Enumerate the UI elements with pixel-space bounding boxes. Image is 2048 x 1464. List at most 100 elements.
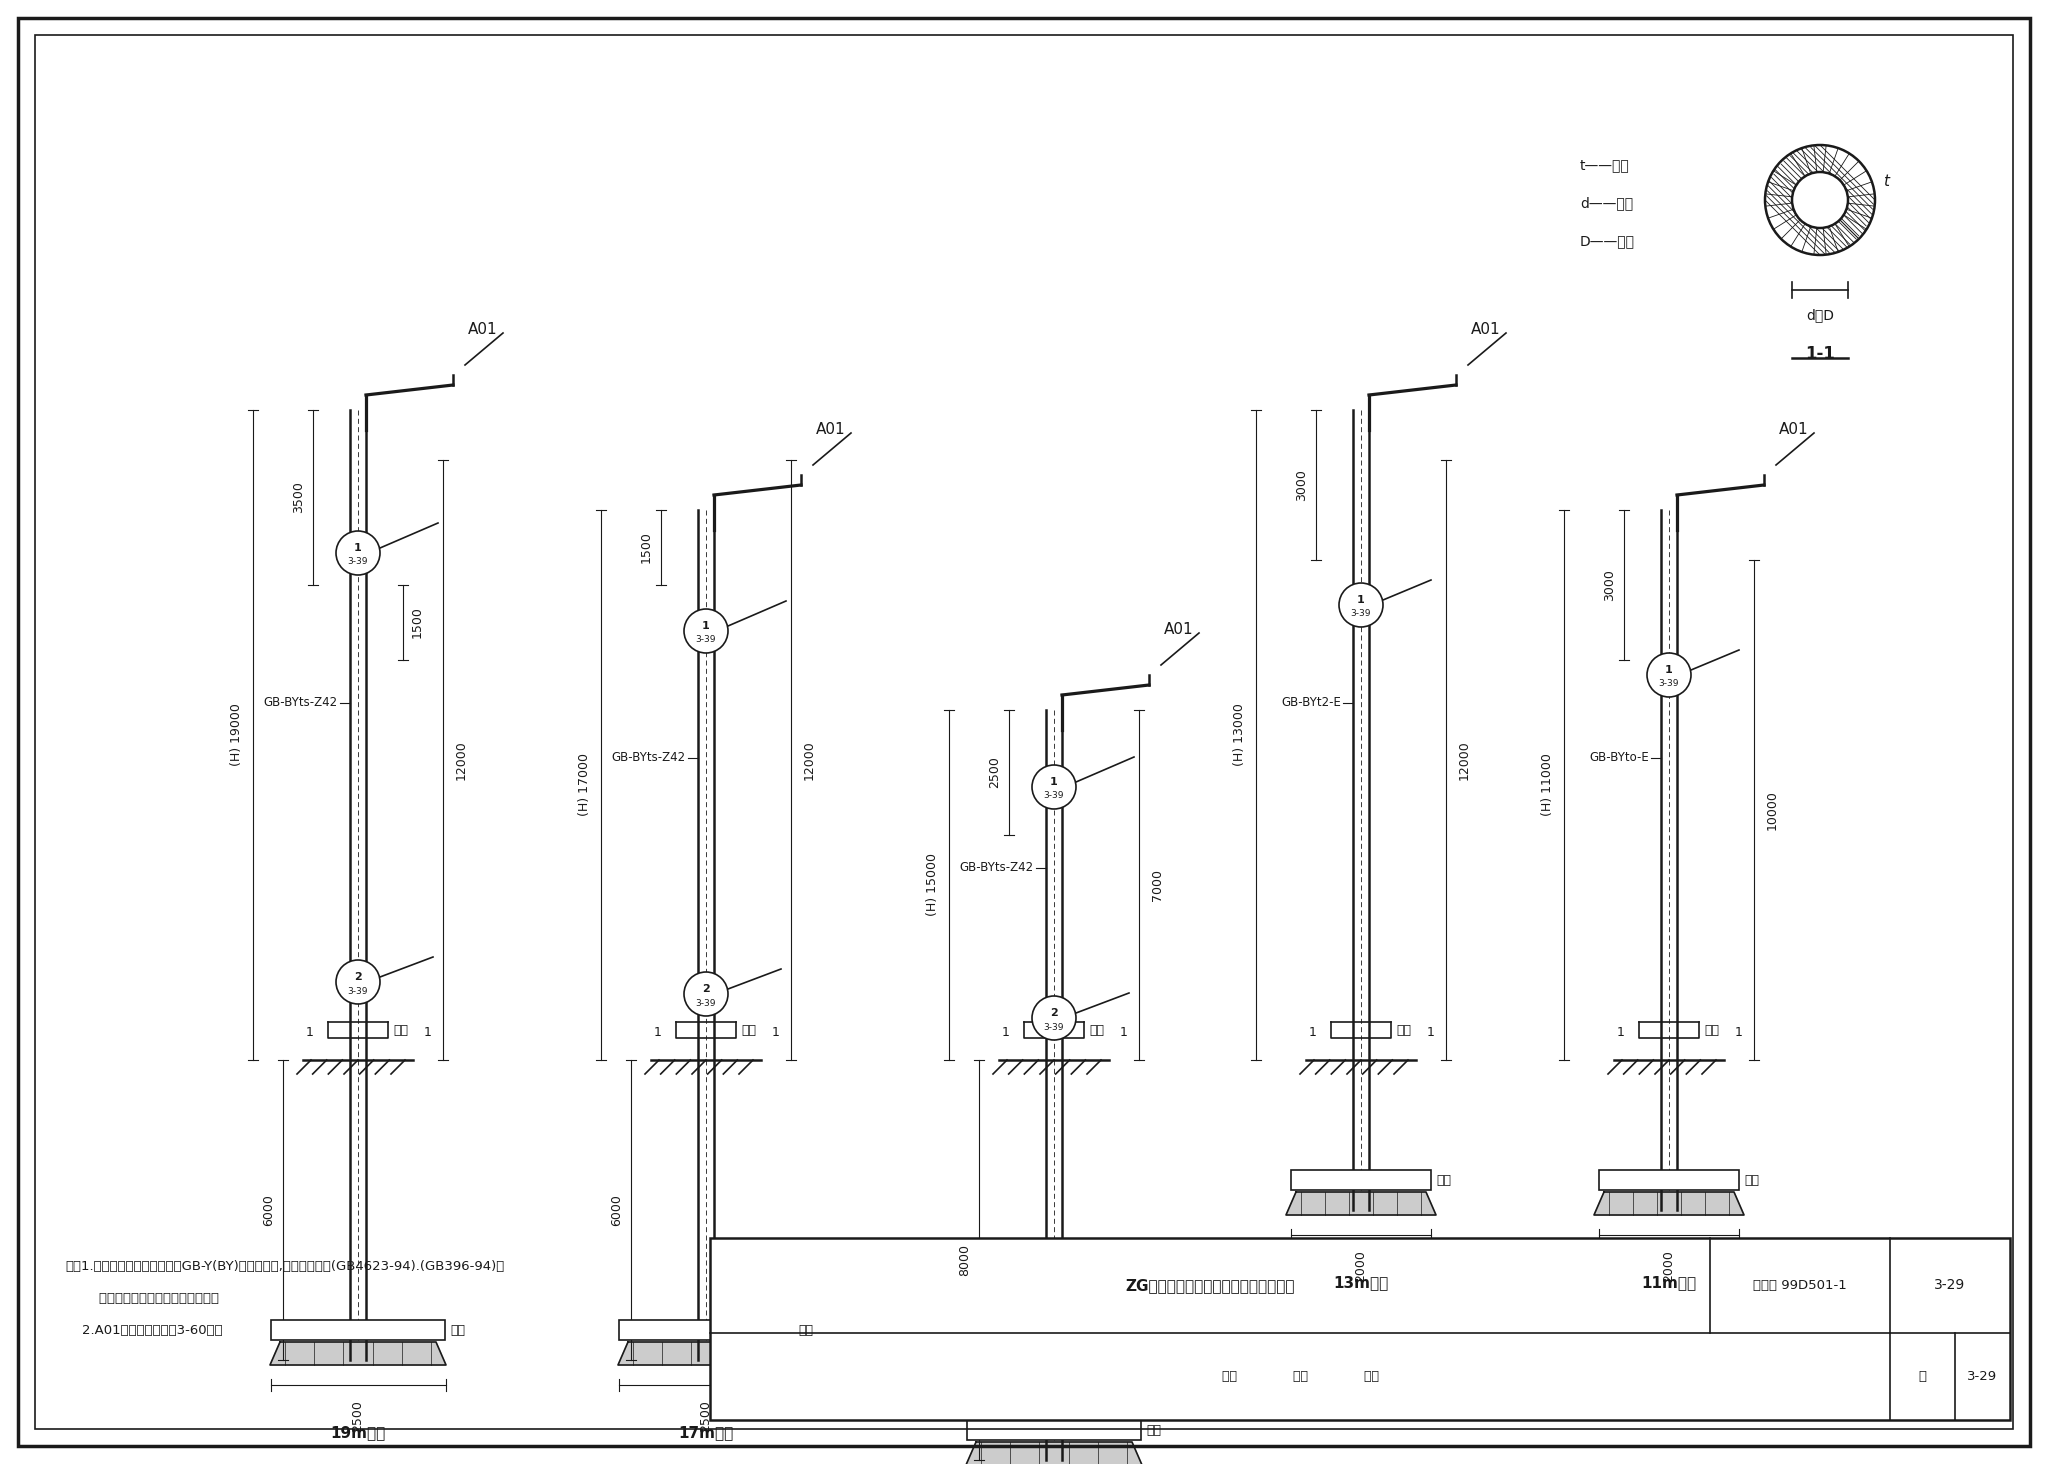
Text: A01: A01: [1163, 622, 1194, 637]
Circle shape: [1647, 653, 1692, 697]
Text: 3-29: 3-29: [1935, 1278, 1966, 1293]
Text: 1: 1: [1001, 1026, 1010, 1039]
Text: 卡盘: 卡盘: [741, 1023, 756, 1037]
Text: 3-39: 3-39: [696, 635, 717, 644]
Text: 3-39: 3-39: [1659, 679, 1679, 688]
Text: 3-39: 3-39: [348, 987, 369, 996]
Text: 底盘: 底盘: [1436, 1174, 1450, 1186]
Text: 1: 1: [354, 543, 362, 553]
Circle shape: [1792, 171, 1847, 228]
Text: 6000: 6000: [610, 1195, 623, 1225]
Polygon shape: [270, 1342, 446, 1364]
Text: 卡盘: 卡盘: [393, 1023, 408, 1037]
Circle shape: [684, 972, 727, 1016]
Text: 3000: 3000: [1604, 569, 1616, 600]
Text: 7000: 7000: [1151, 870, 1163, 900]
Text: D——底径: D——底径: [1579, 234, 1634, 247]
Circle shape: [1339, 583, 1382, 627]
Text: 1500: 1500: [639, 531, 653, 564]
Text: 2: 2: [1051, 1009, 1059, 1017]
Text: 2500: 2500: [987, 757, 1001, 789]
Bar: [270, 1321, 444, 1340]
Text: 图集号 99D501-1: 图集号 99D501-1: [1753, 1280, 1847, 1291]
Text: (H) 11000: (H) 11000: [1540, 754, 1554, 817]
Text: 1500: 1500: [412, 606, 424, 638]
Text: A01: A01: [1780, 423, 1808, 438]
Text: 3500: 3500: [293, 482, 305, 514]
Bar: [1290, 1170, 1432, 1190]
Text: 1: 1: [653, 1026, 662, 1039]
Text: GB-BYts-Z42: GB-BYts-Z42: [612, 751, 686, 764]
Text: A01: A01: [469, 322, 498, 338]
Text: ZG系列钢筋混凝土环形杆避雷针组装图: ZG系列钢筋混凝土环形杆避雷针组装图: [1124, 1278, 1294, 1293]
Circle shape: [336, 960, 381, 1004]
Text: 底盘: 底盘: [451, 1323, 465, 1337]
Text: 17m针塔: 17m针塔: [678, 1424, 733, 1441]
Text: (H) 15000: (H) 15000: [926, 854, 938, 916]
Text: t——壁厚: t——壁厚: [1579, 158, 1630, 171]
Bar: [711, 1239, 2009, 1420]
Text: (H) 19000: (H) 19000: [229, 704, 244, 767]
Text: 页: 页: [1919, 1370, 1927, 1383]
Text: 2.A01针尖安装图参见3-60页。: 2.A01针尖安装图参见3-60页。: [66, 1323, 223, 1337]
Text: 10000: 10000: [1765, 791, 1780, 830]
Text: A01: A01: [1470, 322, 1501, 338]
Text: 1: 1: [1309, 1026, 1317, 1039]
Text: 1: 1: [1120, 1026, 1128, 1039]
Text: 1-1: 1-1: [1804, 346, 1835, 363]
Text: GB-BYt2-E: GB-BYt2-E: [1282, 695, 1341, 709]
Text: 2000: 2000: [1663, 1250, 1675, 1282]
Polygon shape: [1593, 1192, 1745, 1215]
Text: GB-BYts-Z42: GB-BYts-Z42: [961, 861, 1034, 874]
Circle shape: [684, 609, 727, 653]
Bar: [1599, 1170, 1739, 1190]
Text: 12000: 12000: [455, 741, 469, 780]
Polygon shape: [618, 1342, 795, 1364]
Text: 3-39: 3-39: [1044, 1022, 1065, 1032]
Text: 1: 1: [772, 1026, 780, 1039]
Text: 12000: 12000: [803, 741, 815, 780]
Text: 1: 1: [305, 1026, 313, 1039]
Text: GB-BYts-Z42: GB-BYts-Z42: [264, 695, 338, 709]
Bar: [618, 1321, 793, 1340]
Text: 3-39: 3-39: [1044, 792, 1065, 801]
Text: GB-BYto-E: GB-BYto-E: [1589, 751, 1649, 764]
Text: 13m针塔: 13m针塔: [1333, 1275, 1389, 1290]
Text: 12000: 12000: [1458, 741, 1470, 780]
Text: 审核              校对              设计: 审核 校对 设计: [1221, 1370, 1378, 1383]
Text: 6000: 6000: [262, 1195, 274, 1225]
Text: 底盘: 底盘: [799, 1323, 813, 1337]
Text: 2: 2: [354, 972, 362, 982]
Text: 1: 1: [424, 1026, 432, 1039]
Text: 3-39: 3-39: [1352, 609, 1372, 618]
Text: d～D: d～D: [1806, 307, 1835, 322]
Text: 1: 1: [1618, 1026, 1624, 1039]
Text: 1: 1: [1051, 777, 1059, 788]
Circle shape: [1032, 996, 1075, 1039]
Text: 3-39: 3-39: [696, 998, 717, 1007]
Text: 19m针塔: 19m针塔: [330, 1424, 385, 1441]
Text: 1: 1: [702, 621, 711, 631]
Circle shape: [1765, 145, 1876, 255]
Text: 底盘: 底盘: [1745, 1174, 1759, 1186]
Text: 8000: 8000: [958, 1244, 971, 1277]
Text: 1: 1: [1735, 1026, 1743, 1039]
Bar: [967, 1420, 1141, 1441]
Text: (H) 13000: (H) 13000: [1233, 704, 1245, 767]
Text: 3-29: 3-29: [1968, 1370, 1997, 1383]
Circle shape: [336, 531, 381, 575]
Text: 2: 2: [702, 984, 711, 994]
Text: 3-39: 3-39: [348, 558, 369, 567]
Polygon shape: [967, 1442, 1143, 1464]
Text: 3000: 3000: [1294, 468, 1309, 501]
Text: (H) 17000: (H) 17000: [578, 754, 592, 817]
Text: 2500: 2500: [352, 1400, 365, 1432]
Text: 卡盘: 卡盘: [1704, 1023, 1718, 1037]
Text: A01: A01: [815, 423, 846, 438]
Text: 2000: 2000: [1354, 1250, 1368, 1282]
Text: d——梢径: d——梢径: [1579, 196, 1632, 209]
Text: 11m针塔: 11m针塔: [1640, 1275, 1696, 1290]
Text: 卡盘: 卡盘: [1397, 1023, 1411, 1037]
Polygon shape: [1286, 1192, 1436, 1215]
Text: 1: 1: [1427, 1026, 1436, 1039]
